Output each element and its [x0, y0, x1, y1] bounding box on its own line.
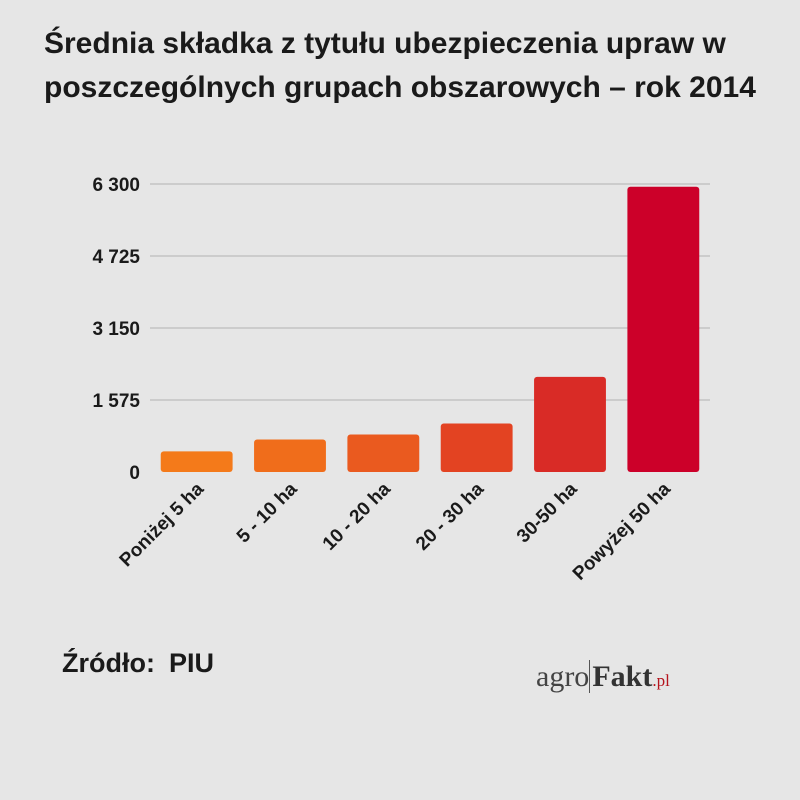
bar: [440, 423, 513, 472]
chart-title: Średnia składka z tytułu ubezpieczenia u…: [44, 27, 756, 104]
y-tick-label: 3 150: [92, 319, 140, 340]
y-tick-label: 1 575: [92, 391, 140, 412]
source-value: PIU: [168, 648, 214, 678]
x-category-label: 5 - 10 ha: [233, 478, 302, 547]
x-axis-labels: Poniżej 5 ha 5 - 10 ha 10 - 20 ha 20 - 30 h…: [116, 478, 675, 584]
agrofakt-logo: agro Fakt.pl: [536, 660, 670, 694]
bar-chart: 0 1 575 3 150 4 725 6 300 Poniżej 5 ha 5 - 10…: [92, 175, 710, 585]
logo-part-tld: .pl: [652, 671, 670, 690]
bars: [160, 186, 700, 472]
x-category-label: Poniżej 5 ha: [116, 478, 209, 571]
x-category-label: 10 - 20 ha: [319, 478, 395, 554]
bar: [534, 376, 606, 472]
logo-part-agro: agro: [536, 660, 590, 693]
y-tick-label: 6 300: [92, 175, 140, 196]
bar: [160, 451, 233, 472]
bar: [347, 434, 420, 472]
grid-lines: [150, 183, 710, 401]
x-category-label: Powyżej 50 ha: [569, 478, 675, 584]
y-axis-ticks: 0 1 575 3 150 4 725 6 300: [92, 175, 140, 484]
y-tick-label: 0: [129, 463, 140, 484]
x-category-label: 30-50 ha: [513, 478, 582, 547]
source-note: Źródło: PIU: [62, 648, 214, 679]
y-tick-label: 4 725: [92, 247, 140, 268]
bar: [254, 439, 326, 472]
source-label: Źródło:: [62, 648, 155, 678]
x-category-label: 20 - 30 ha: [412, 478, 488, 554]
bar: [627, 186, 700, 472]
logo-part-fakt: Fakt: [589, 660, 653, 693]
